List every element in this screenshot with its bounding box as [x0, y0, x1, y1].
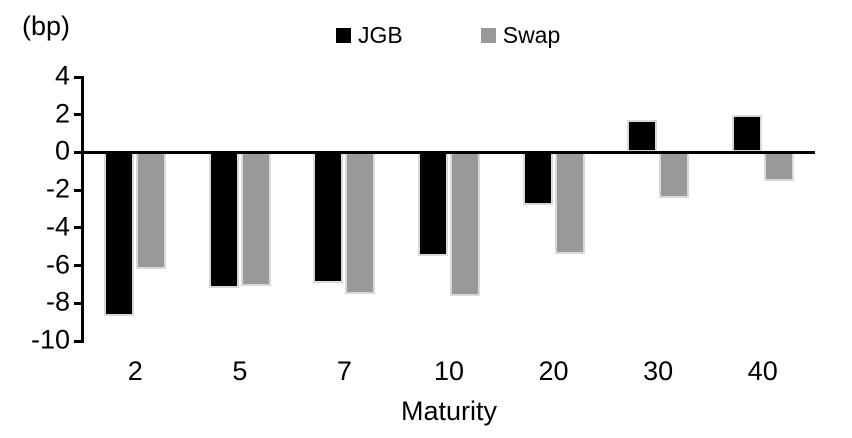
- bar-swap-10y: [450, 152, 480, 296]
- bar-swap-30y: [659, 152, 690, 198]
- y-tick-2: [74, 113, 83, 117]
- legend-swatch-jgb: [336, 28, 351, 43]
- y-tick-0: [74, 150, 83, 154]
- x-tick-label-30: 30: [643, 356, 674, 386]
- y-tick-label-neg-8: -8: [45, 286, 70, 317]
- y-tick-label-neg-10: -10: [30, 324, 70, 355]
- y-axis-unit-label: (bp): [22, 11, 71, 41]
- y-tick-label-neg-2: -2: [45, 173, 70, 204]
- x-tick-label-5: 5: [232, 356, 248, 386]
- bar-jgb-2y: [104, 152, 135, 317]
- y-tick-4: [74, 75, 83, 79]
- bar-swap-2y: [136, 152, 167, 270]
- y-tick-label-4: 4: [54, 60, 70, 91]
- y-tick-neg-6: [74, 264, 83, 268]
- x-tick-label-2: 2: [127, 356, 143, 386]
- legend: JGB Swap: [336, 22, 560, 49]
- bar-jgb-10y: [418, 152, 448, 257]
- y-tick-neg-8: [74, 301, 83, 305]
- y-tick-neg-10: [74, 339, 83, 343]
- x-tick-label-20: 20: [538, 356, 569, 386]
- legend-swatch-swap: [480, 28, 496, 43]
- legend-label-swap: Swap: [502, 22, 561, 48]
- bar-jgb-30y: [627, 120, 658, 153]
- y-tick-label-0: 0: [54, 135, 70, 166]
- y-tick-neg-4: [74, 226, 83, 230]
- y-axis-line: [81, 75, 84, 343]
- x-axis-zero-line: [83, 150, 815, 154]
- legend-label-jgb: JGB: [358, 22, 403, 48]
- bar-jgb-40y: [731, 114, 762, 153]
- x-tick-label-10: 10: [433, 356, 465, 386]
- legend-item-swap: Swap: [480, 22, 561, 49]
- bar-jgb-5y: [208, 152, 239, 289]
- x-tick-label-40: 40: [747, 356, 778, 386]
- legend-item-jgb: JGB: [336, 22, 403, 49]
- x-tick-label-7: 7: [336, 356, 352, 386]
- y-tick-label-neg-6: -6: [45, 248, 70, 279]
- x-axis-title: Maturity: [400, 396, 498, 426]
- bar-swap-7y: [345, 152, 376, 294]
- bar-swap-40y: [763, 152, 794, 181]
- bar-jgb-7y: [313, 152, 344, 283]
- bar-jgb-20y: [522, 152, 553, 206]
- bar-swap-5y: [240, 152, 271, 287]
- y-tick-neg-2: [74, 188, 83, 192]
- bar-swap-20y: [554, 152, 585, 255]
- y-tick-label-2: 2: [54, 97, 70, 128]
- y-tick-label-neg-4: -4: [45, 211, 70, 242]
